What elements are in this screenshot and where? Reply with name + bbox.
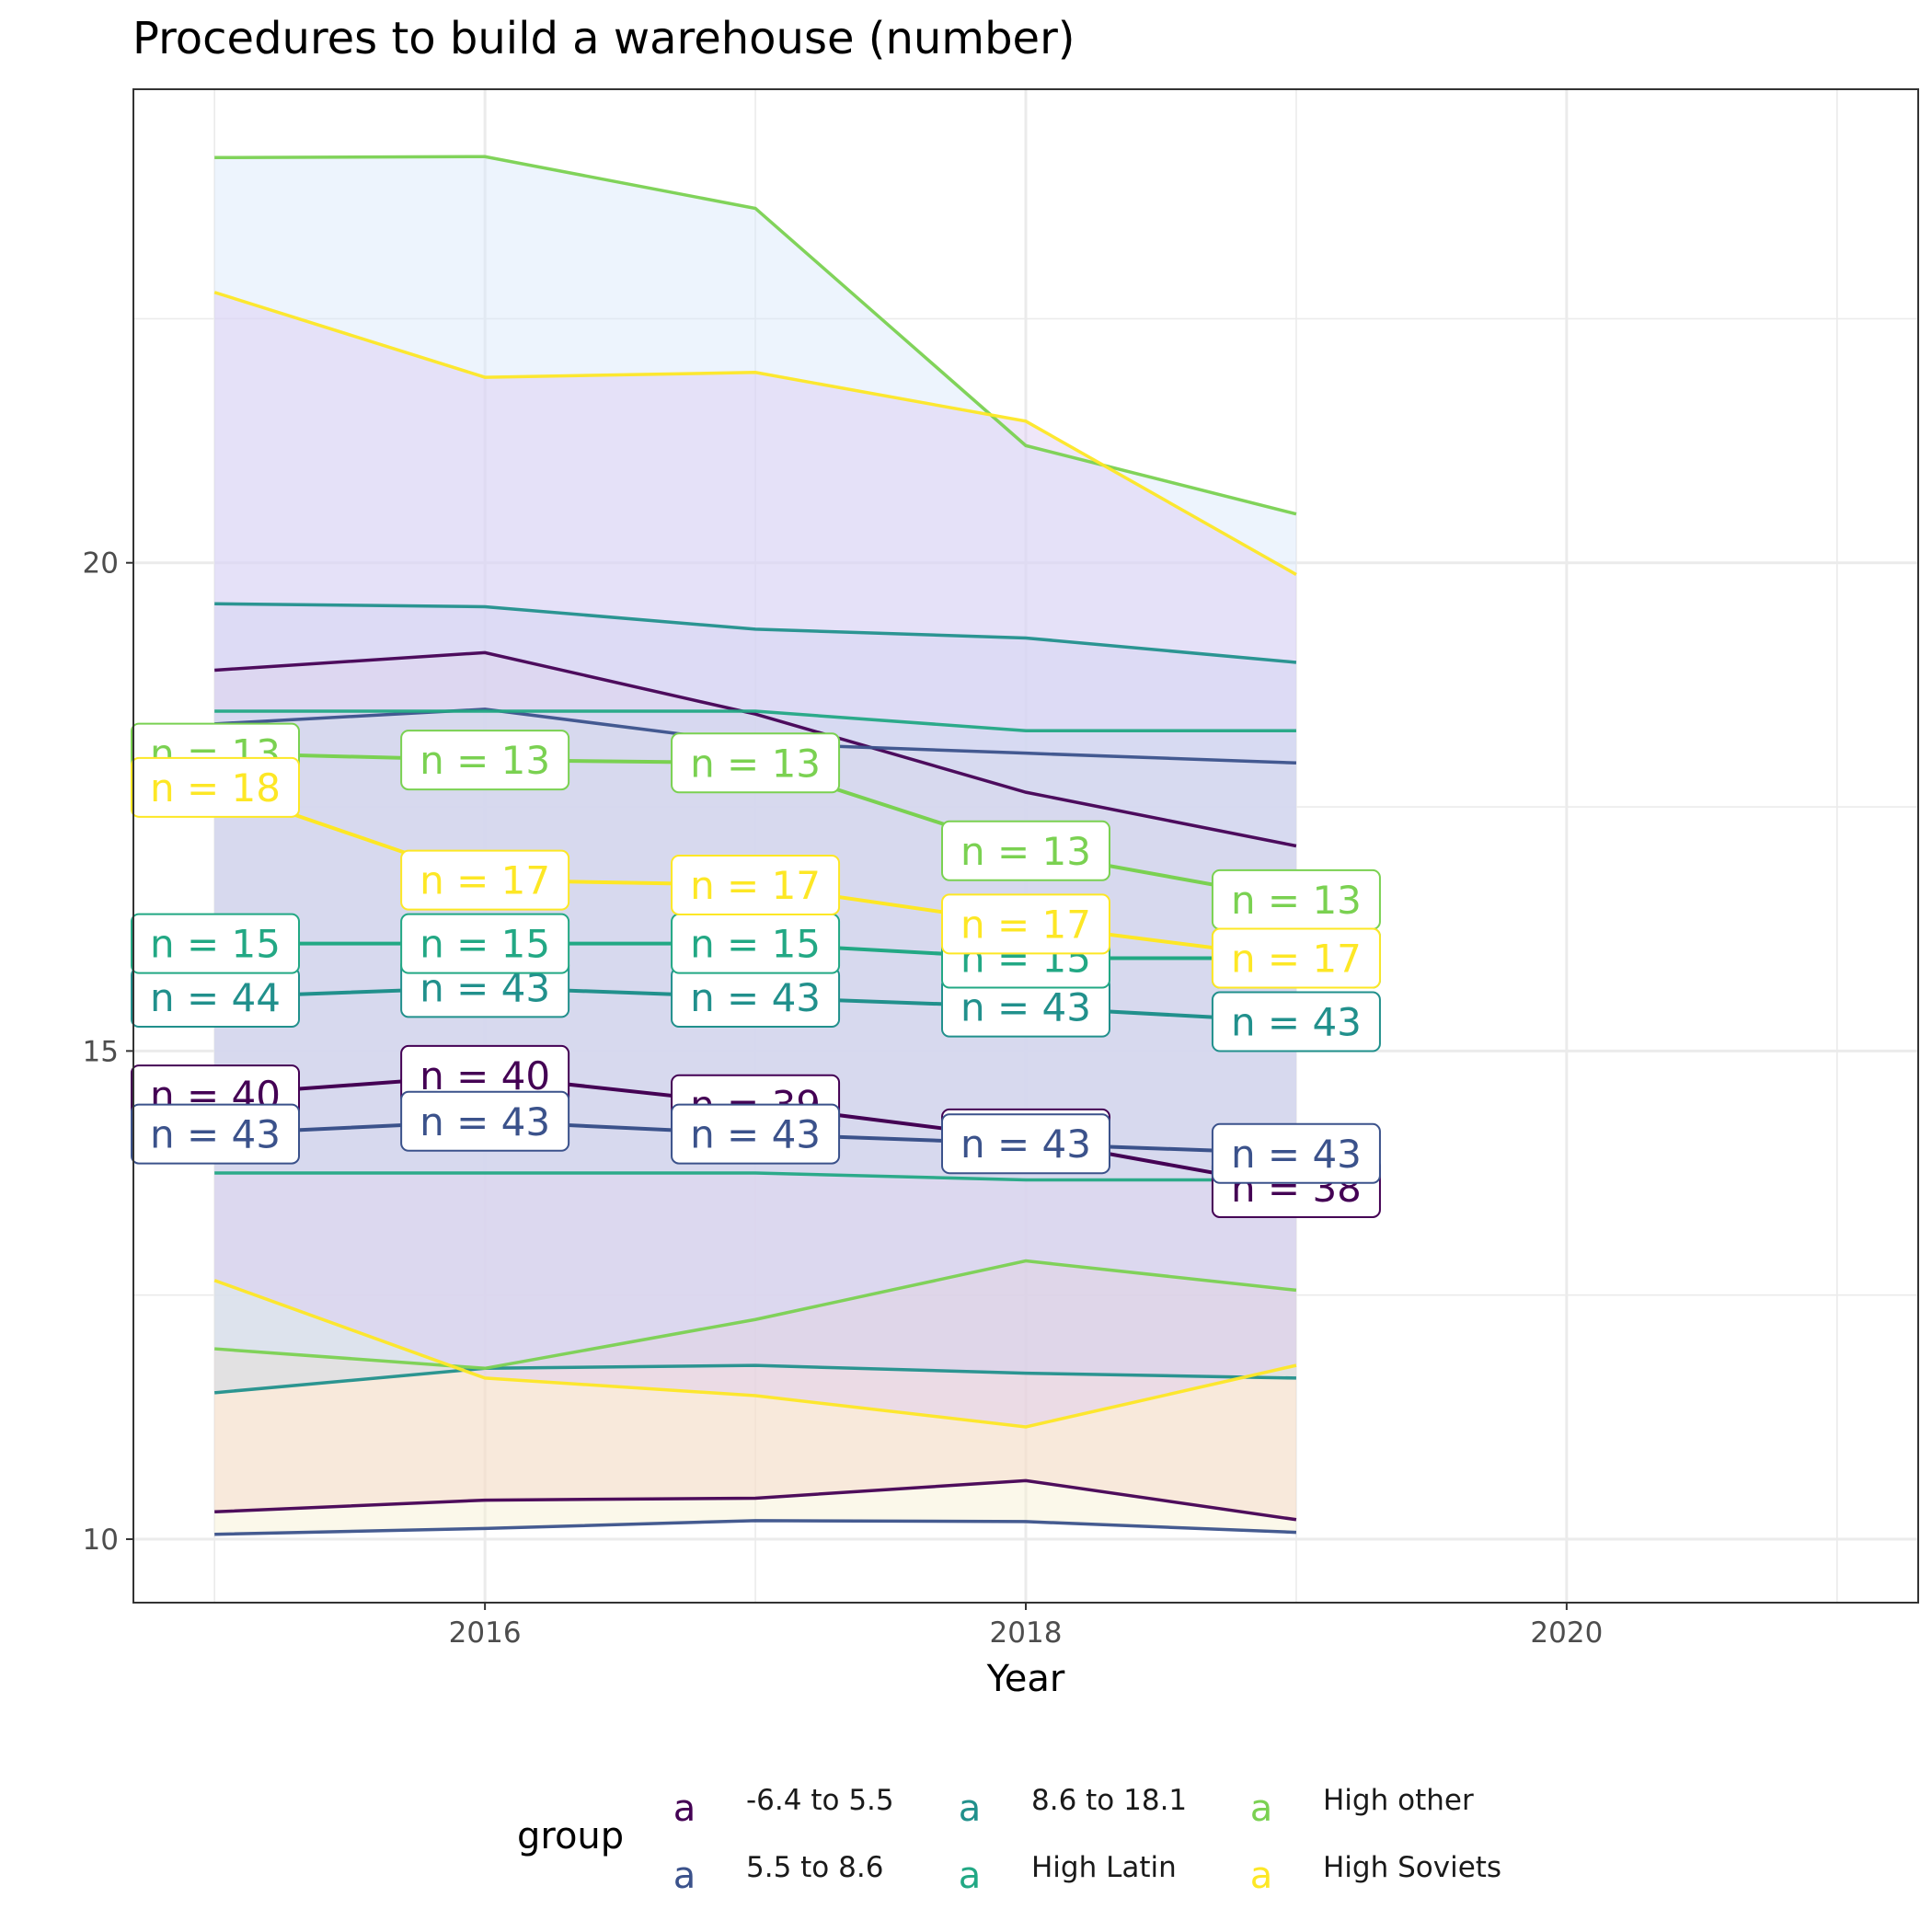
count-label: n = 15 <box>131 913 300 974</box>
count-label-box <box>131 756 300 818</box>
legend-label: High Latin <box>1031 1851 1177 1884</box>
count-label-box <box>1211 991 1381 1052</box>
count-label: n = 43 <box>671 1103 841 1165</box>
ribbon-bands <box>214 156 1296 1535</box>
count-label: n = 13 <box>400 730 570 791</box>
x-tick-label: 2018 <box>990 1616 1063 1650</box>
count-label-text: n = 44 <box>150 975 281 1020</box>
legend-key-glyph: a <box>673 1788 696 1830</box>
count-label: n = 13 <box>1211 868 1381 930</box>
count-label: n = 18 <box>131 756 300 818</box>
legend-key-glyph: a <box>1250 1788 1273 1830</box>
count-label-box <box>941 893 1110 955</box>
count-label-text: n = 13 <box>420 738 550 783</box>
count-label-box <box>131 913 300 974</box>
count-label: n = 17 <box>941 893 1110 955</box>
bound-line-lower <box>214 1478 1297 1522</box>
count-label-text: n = 43 <box>690 975 821 1020</box>
chart-title: Procedures to build a warehouse (number) <box>132 13 1075 64</box>
count-label-text: n = 43 <box>1231 1000 1362 1045</box>
count-label-box <box>400 1090 570 1152</box>
count-label-text: n = 43 <box>420 1099 550 1144</box>
count-label: n = 43 <box>671 967 841 1028</box>
legend-label: High other <box>1323 1784 1474 1817</box>
count-label-text: n = 43 <box>960 985 1091 1030</box>
legend-key-glyph: a <box>1250 1855 1273 1897</box>
count-label-box <box>671 732 841 794</box>
series-lines <box>213 155 1297 1536</box>
count-label-box <box>400 913 570 974</box>
legend-label: -6.4 to 5.5 <box>746 1784 894 1817</box>
count-label-box <box>671 854 841 915</box>
count-labels: n = 40n = 40n = 39n = 43n = 38n = 43n = … <box>131 722 1381 1218</box>
bound-line-lower <box>214 1259 1297 1371</box>
count-label-box <box>400 849 570 911</box>
bound-line-upper <box>214 602 1297 664</box>
legend-label: High Soviets <box>1323 1851 1501 1884</box>
count-label: n = 43 <box>1211 1122 1381 1184</box>
count-label: n = 43 <box>1211 991 1381 1052</box>
count-label: n = 15 <box>671 913 841 974</box>
count-label-text: n = 13 <box>960 829 1091 874</box>
count-label-text: n = 43 <box>690 1112 821 1157</box>
count-label-text: n = 43 <box>1231 1132 1362 1177</box>
count-label-text: n = 43 <box>150 1112 281 1157</box>
legend: group a -6.4 to 5.5 a 5.5 to 8.6 a 8.6 to 18.… <box>517 1784 1501 1897</box>
legend-label: 8.6 to 18.1 <box>1031 1784 1187 1817</box>
x-axis-title: Year <box>986 1658 1065 1700</box>
count-label-text: n = 17 <box>690 863 821 908</box>
count-label-text: n = 17 <box>960 902 1091 947</box>
legend-title: group <box>517 1815 624 1857</box>
count-label: n = 43 <box>941 976 1110 1038</box>
count-label: n = 17 <box>671 854 841 915</box>
count-label-text: n = 18 <box>150 765 281 811</box>
count-label-text: n = 13 <box>1231 878 1362 923</box>
bound-line-upper <box>213 291 1297 576</box>
count-label-text: n = 15 <box>690 922 821 967</box>
bound-line-lower <box>214 1363 1296 1395</box>
count-label-box <box>941 820 1110 881</box>
y-tick-label: 10 <box>83 1524 119 1557</box>
count-label: n = 43 <box>941 1113 1110 1175</box>
axes: 2016 2018 2020 10 15 20 <box>83 547 1604 1650</box>
count-label-box <box>941 1113 1110 1175</box>
count-label-box <box>671 1103 841 1165</box>
x-tick-label: 2020 <box>1530 1616 1603 1650</box>
x-tick-label: 2016 <box>449 1616 522 1650</box>
count-label-text: n = 15 <box>420 922 550 967</box>
bound-line-lower <box>214 1171 1296 1182</box>
count-label-box <box>131 1103 300 1165</box>
y-tick-label: 15 <box>83 1035 119 1068</box>
count-label-text: n = 17 <box>420 858 550 903</box>
count-label: n = 17 <box>1211 927 1381 989</box>
count-label: n = 40 <box>400 1044 570 1106</box>
legend-key-glyph: a <box>673 1855 696 1897</box>
count-label-text: n = 13 <box>690 741 821 786</box>
count-label: n = 44 <box>131 967 300 1028</box>
count-label-box <box>1211 927 1381 989</box>
legend-key-glyph: a <box>959 1855 982 1897</box>
bound-line-upper <box>214 650 1297 848</box>
count-label-box <box>400 730 570 791</box>
count-label-text: n = 40 <box>420 1053 550 1098</box>
bound-line-upper <box>214 155 1297 516</box>
bound-line-lower <box>214 1519 1297 1536</box>
count-label: n = 43 <box>131 1103 300 1165</box>
bound-line-upper <box>214 709 1296 733</box>
count-label: n = 15 <box>400 913 570 974</box>
count-label: n = 43 <box>400 1090 570 1152</box>
count-label: n = 17 <box>400 849 570 911</box>
legend-items: a -6.4 to 5.5 a 5.5 to 8.6 a 8.6 to 18.1 a High… <box>673 1784 1501 1897</box>
count-label-text: n = 15 <box>150 922 281 967</box>
bound-line-lower <box>213 1279 1297 1429</box>
legend-key-glyph: a <box>959 1788 982 1830</box>
count-label-box <box>1211 1122 1381 1184</box>
y-tick-label: 20 <box>83 547 119 581</box>
count-label: n = 13 <box>671 732 841 794</box>
count-label-text: n = 43 <box>960 1121 1091 1167</box>
count-label-text: n = 17 <box>1231 937 1362 982</box>
count-label: n = 13 <box>941 820 1110 881</box>
legend-label: 5.5 to 8.6 <box>746 1851 883 1884</box>
